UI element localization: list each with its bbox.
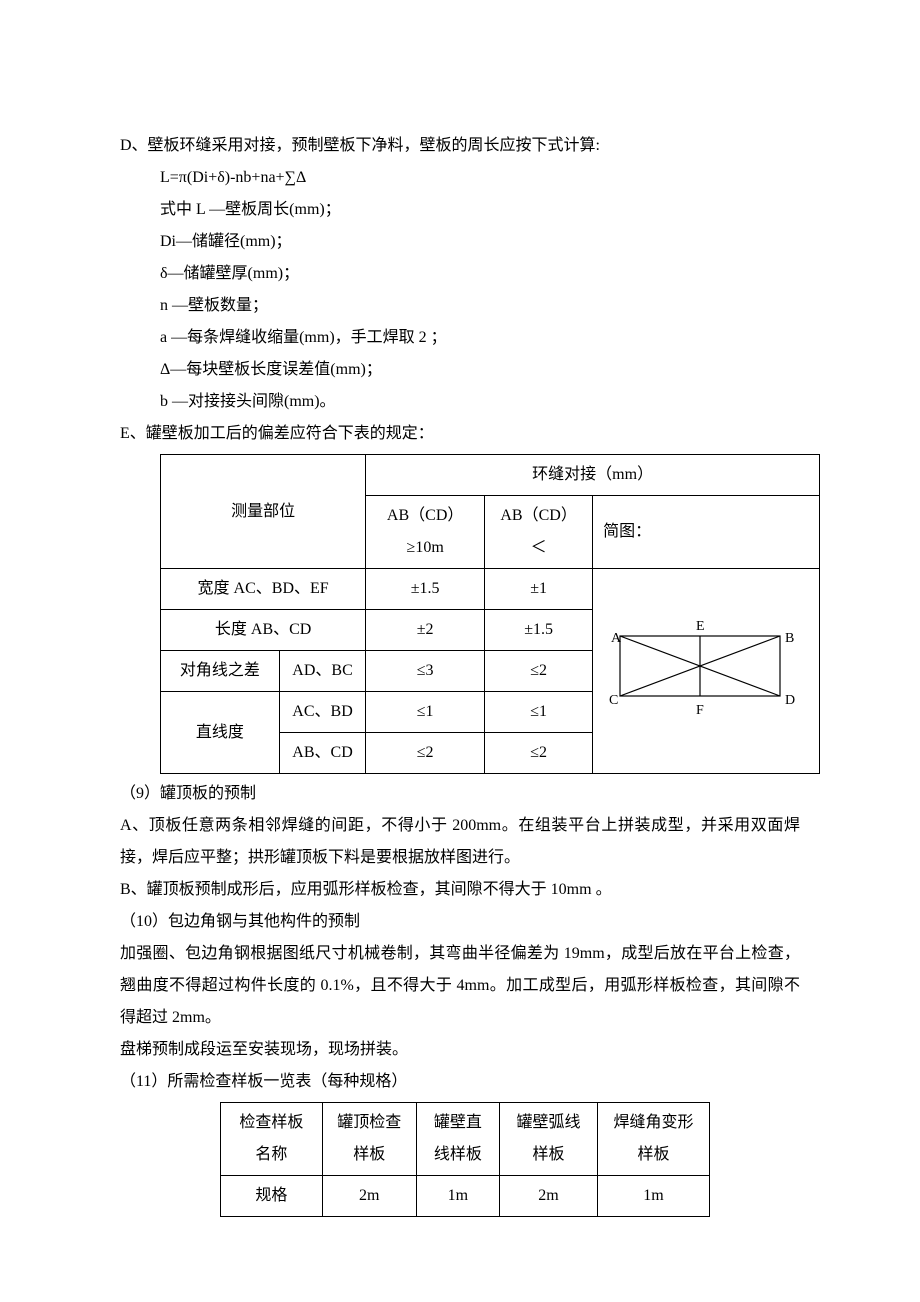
- table2-cell: 2m: [322, 1176, 416, 1217]
- section-10-p2: 盘梯预制成段运至安装现场，现场拼装。: [120, 1034, 800, 1066]
- table-cell: ≤1: [366, 692, 485, 733]
- table-row-label-b: AC、BD: [279, 692, 365, 733]
- table2-header: 罐壁直 线样板: [416, 1103, 500, 1176]
- formula-line: Di—储罐径(mm)；: [120, 226, 800, 258]
- table2-header: 检查样板 名称: [221, 1103, 323, 1176]
- diagram-label-d: D: [785, 693, 795, 708]
- table-cell: ±2: [366, 610, 485, 651]
- table-row-label: 长度 AB、CD: [161, 610, 366, 651]
- section-10-title: （10）包边角钢与其他构件的预制: [120, 906, 800, 938]
- section-9-pb: B、罐顶板预制成形后，应用弧形样板检查，其间隙不得大于 10mm 。: [120, 874, 800, 906]
- table2-cell: 2m: [500, 1176, 598, 1217]
- section-10-p1: 加强圈、包边角钢根据图纸尺寸机械卷制，其弯曲半径偏差为 19mm，成型后放在平台…: [120, 938, 800, 1034]
- section-e-title: E、罐壁板加工后的偏差应符合下表的规定：: [120, 418, 800, 450]
- diagram-label-e: E: [696, 619, 705, 634]
- section-9-title: （9）罐顶板的预制: [120, 778, 800, 810]
- table-row-label-a: 对角线之差: [161, 651, 280, 692]
- template-table: 检查样板 名称 罐顶检查 样板 罐壁直 线样板 罐壁弧线 样板 焊缝角变形 样板…: [220, 1102, 710, 1217]
- table-row-label-b: AB、CD: [279, 733, 365, 774]
- table2-header: 罐顶检查 样板: [322, 1103, 416, 1176]
- diagram-cell: A B C D E F: [593, 569, 820, 774]
- table-cell: ±1.5: [366, 569, 485, 610]
- table2-header: 罐壁弧线 样板: [500, 1103, 598, 1176]
- formula-line: n —壁板数量；: [120, 290, 800, 322]
- table-cell: ±1.5: [485, 610, 593, 651]
- table-cell: ≤2: [485, 733, 593, 774]
- diagram-label-c: C: [609, 693, 618, 708]
- formula-line: δ—储罐壁厚(mm)；: [120, 258, 800, 290]
- formula-line: Δ—每块壁板长度误差值(mm)；: [120, 354, 800, 386]
- diagram-label-f: F: [696, 703, 704, 718]
- table-col1: AB（CD）≥10m: [366, 496, 485, 569]
- table-col3: 简图：: [593, 496, 820, 569]
- section-9-pa: A、顶板任意两条相邻焊缝的间距，不得小于 200mm。在组装平台上拼装成型，并采…: [120, 810, 800, 874]
- table-header-butt: 环缝对接（mm）: [366, 455, 820, 496]
- deviation-table: 测量部位 环缝对接（mm） AB（CD）≥10m AB（CD）＜ 简图： 宽度 …: [160, 454, 820, 774]
- table-row-label-a: 直线度: [161, 692, 280, 774]
- table-cell: ≤3: [366, 651, 485, 692]
- formula-line: b —对接接头间隙(mm)。: [120, 386, 800, 418]
- table-cell: ≤2: [366, 733, 485, 774]
- table2-row-label: 规格: [221, 1176, 323, 1217]
- table-row-label-b: AD、BC: [279, 651, 365, 692]
- table2-cell: 1m: [416, 1176, 500, 1217]
- table2-cell: 1m: [597, 1176, 709, 1217]
- table-header-measure: 测量部位: [161, 455, 366, 569]
- rectangle-diagram: A B C D E F: [595, 606, 800, 736]
- table2-header: 焊缝角变形 样板: [597, 1103, 709, 1176]
- formula: L=π(Di+δ)-nb+na+∑Δ: [120, 162, 800, 194]
- table-cell: ≤2: [485, 651, 593, 692]
- section-d-title: D、壁板环缝采用对接，预制壁板下净料，壁板的周长应按下式计算:: [120, 130, 800, 162]
- formula-line: a —每条焊缝收缩量(mm)，手工焊取 2 ；: [120, 322, 800, 354]
- table-cell: ≤1: [485, 692, 593, 733]
- diagram-label-a: A: [611, 631, 622, 646]
- table-col2: AB（CD）＜: [485, 496, 593, 569]
- table-row-label: 宽度 AC、BD、EF: [161, 569, 366, 610]
- formula-line: 式中 L —壁板周长(mm)；: [120, 194, 800, 226]
- table-cell: ±1: [485, 569, 593, 610]
- section-11-title: （11）所需检查样板一览表（每种规格）: [120, 1066, 800, 1098]
- diagram-label-b: B: [785, 631, 794, 646]
